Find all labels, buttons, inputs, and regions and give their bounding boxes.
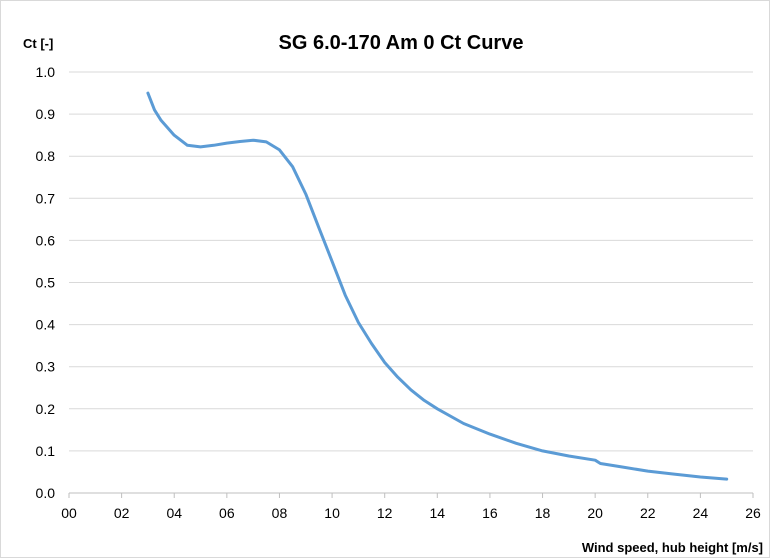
grid-layer (68, 71, 754, 498)
y-tick-label: 0.9 (36, 106, 56, 122)
y-tick-label: 0.8 (36, 148, 56, 164)
x-axis-label: Wind speed, hub height [m/s] (582, 540, 763, 555)
x-tick-label: 14 (430, 505, 446, 521)
x-tick-label: 04 (166, 505, 182, 521)
x-tick-label: 12 (377, 505, 393, 521)
tick-layer: 0.0 0.1 0.2 0.3 0.4 0.5 0.6 0.7 0.8 0.9 1.0 00 02 04 0… (36, 64, 761, 521)
x-tick-label: 06 (219, 505, 235, 521)
chart-title: SG 6.0-170 Am 0 Ct Curve (279, 32, 524, 54)
x-tick-label: 18 (535, 505, 551, 521)
x-tick-label: 26 (745, 505, 761, 521)
x-tick-label: 22 (640, 505, 656, 521)
y-axis-label: Ct [-] (23, 36, 53, 51)
series-layer (146, 91, 729, 481)
y-tick-label: 0.1 (36, 443, 56, 459)
x-tick-label: 16 (482, 505, 498, 521)
y-tick-label: 0.7 (36, 190, 56, 206)
y-tick-label: 1.0 (36, 64, 56, 80)
y-tick-label: 0.4 (36, 317, 56, 333)
y-tick-label: 0.2 (36, 401, 56, 417)
y-tick-label: 0.3 (36, 359, 56, 375)
x-tick-label: 20 (587, 505, 603, 521)
x-tick-label: 00 (61, 505, 77, 521)
x-tick-label: 10 (324, 505, 340, 521)
y-tick-label: 0.6 (36, 232, 56, 248)
x-tick-label: 02 (114, 505, 130, 521)
y-tick-label: 0.5 (36, 275, 56, 291)
x-tick-label: 24 (693, 505, 709, 521)
x-tick-label: 08 (272, 505, 288, 521)
ct-curve-line (146, 91, 729, 481)
y-tick-label: 0.0 (36, 485, 56, 501)
